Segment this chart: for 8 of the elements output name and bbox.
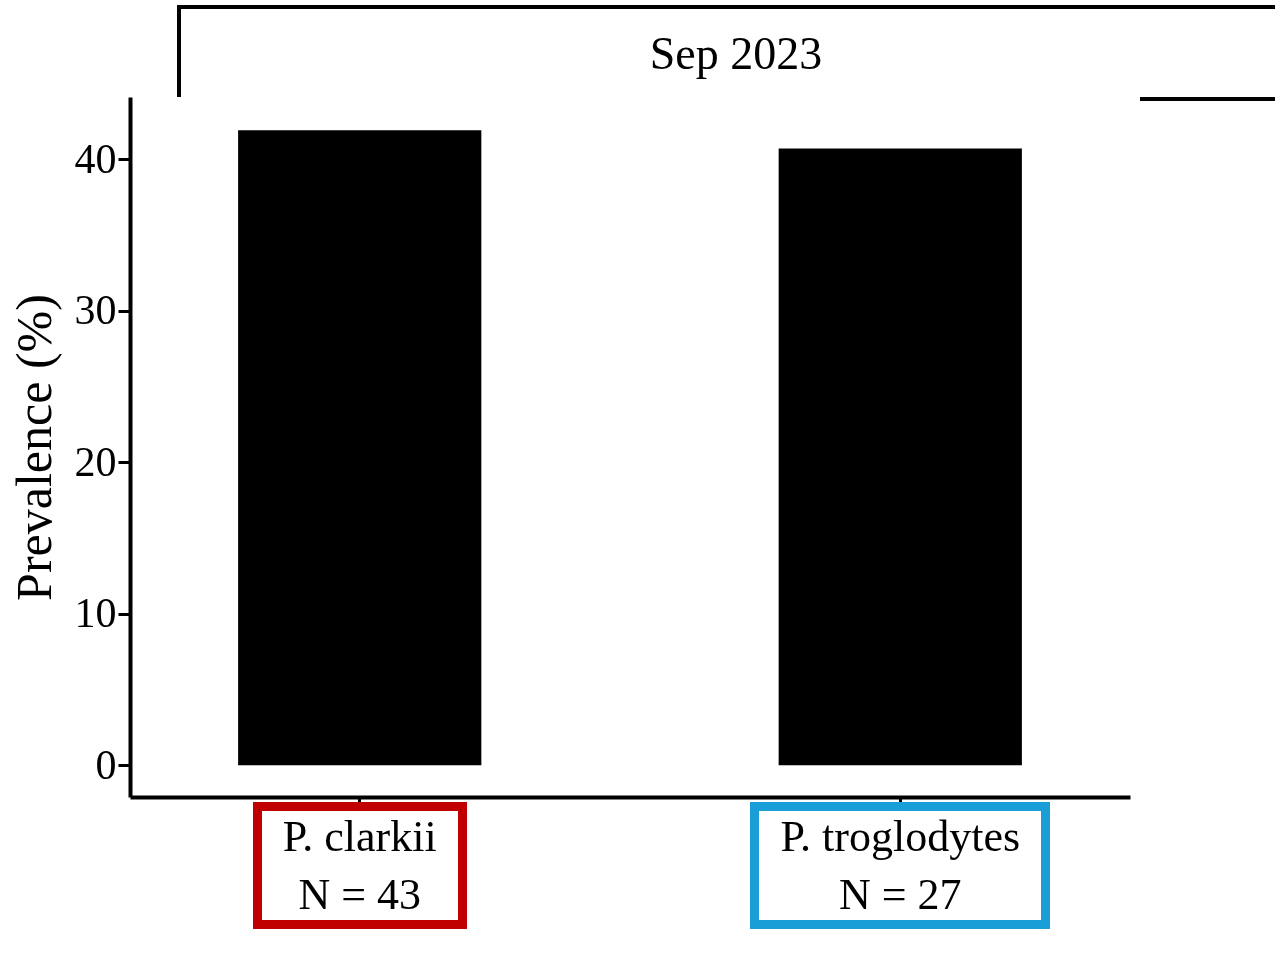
x-tick-label: P. clarkii N = 43 [282,811,437,919]
y-tick-label: 10 [74,590,117,637]
y-axis-title: Prevalence (%) [5,294,62,601]
y-tick-label: 20 [74,438,117,485]
y-tick-label: 30 [74,287,117,334]
y-tick-label: 40 [74,135,117,182]
y-tick-label: 0 [95,741,117,788]
x-tick-label: P. troglodytes N = 27 [780,811,1021,919]
